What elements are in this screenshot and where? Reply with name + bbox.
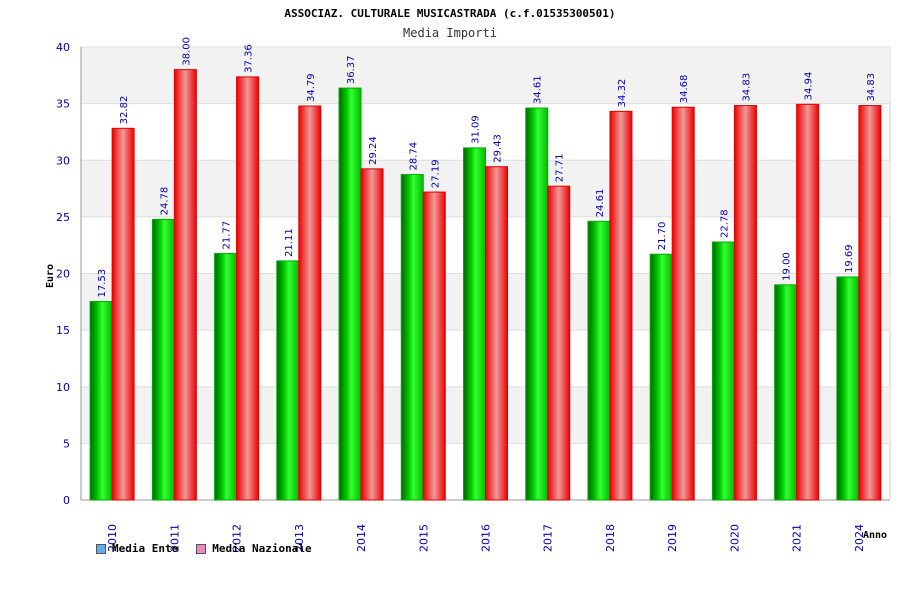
x-tick-label: 2024	[853, 524, 866, 552]
bar-nazionale-2012	[236, 76, 260, 501]
value-label: 32.82	[119, 96, 130, 125]
x-axis-label: Anno	[863, 530, 887, 541]
x-tick-label: 2011	[168, 524, 181, 552]
value-label: 27.71	[555, 154, 566, 183]
x-tick-label: 2020	[728, 524, 741, 552]
legend-swatch-nazionale	[196, 543, 207, 554]
x-tick-label: 2019	[666, 524, 679, 552]
bar-ente-2024	[836, 276, 860, 501]
value-label: 34.68	[679, 75, 690, 104]
bar-nazionale-2020	[733, 105, 757, 501]
x-tick-label: 2015	[417, 524, 430, 552]
y-tick-label: 20	[56, 268, 70, 281]
y-tick-label: 25	[56, 211, 70, 224]
value-label: 21.77	[222, 221, 233, 250]
bar-ente-2020	[711, 241, 735, 501]
value-label: 28.74	[408, 142, 419, 171]
bar-ente-2018	[587, 220, 611, 501]
chart-subtitle: Media Importi	[403, 26, 497, 40]
grid-band	[81, 47, 890, 104]
bar-nazionale-2024	[858, 105, 882, 501]
x-axis-ticks: 2010 2011 2012 2013 2014 2015 2016 2017 2018 2019…	[106, 524, 866, 552]
bar-ente-2019	[649, 253, 673, 501]
value-label: 34.83	[866, 73, 877, 102]
bar-nazionale-2019	[671, 106, 695, 501]
value-label: 34.83	[741, 73, 752, 102]
value-label: 19.00	[782, 252, 793, 281]
legend-label-nazionale: Media Nazionale	[212, 542, 312, 555]
bar-nazionale-2011	[173, 69, 197, 501]
y-tick-label: 30	[56, 154, 70, 167]
value-label: 24.61	[595, 189, 606, 218]
bar-ente-2012	[214, 252, 238, 501]
y-tick-label: 10	[56, 381, 70, 394]
value-label: 19.69	[844, 244, 855, 273]
y-tick-label: 35	[56, 98, 70, 111]
bar-nazionale-2015	[422, 191, 446, 501]
bar-ente-2011	[151, 218, 175, 501]
value-label: 34.94	[804, 72, 815, 101]
bar-ente-2021	[774, 284, 798, 501]
legend-swatch-ente	[96, 543, 106, 554]
x-tick-label: 2021	[791, 524, 804, 552]
bar-nazionale-2013	[298, 105, 322, 501]
bar-ente-2010	[89, 300, 113, 501]
value-label: 31.09	[471, 115, 482, 144]
y-axis-ticks: 0 5 10 15 20 25 30 35 40	[56, 41, 70, 507]
bar-ente-2015	[400, 174, 424, 501]
bar-nazionale-2017	[547, 185, 571, 501]
chart-title: ASSOCIAZ. CULTURALE MUSICASTRADA (c.f.01…	[284, 7, 615, 20]
bar-nazionale-2018	[609, 110, 633, 501]
x-tick-label: 2016	[480, 524, 493, 552]
value-label: 22.78	[719, 209, 730, 238]
bar-ente-2013	[276, 260, 300, 501]
y-tick-label: 0	[63, 494, 70, 507]
value-label: 34.79	[306, 73, 317, 102]
bar-ente-2014	[338, 87, 362, 501]
y-axis-label: Euro	[45, 264, 56, 288]
bar-ente-2016	[463, 147, 486, 501]
x-tick-label: 2012	[231, 524, 244, 552]
value-label: 34.32	[617, 79, 628, 108]
value-label: 29.43	[493, 134, 504, 163]
legend-item-nazionale: Media Nazionale	[196, 542, 312, 555]
value-label: 36.37	[346, 55, 357, 84]
bar-nazionale-2010	[111, 127, 135, 501]
legend-item-ente: Media Ente	[96, 542, 178, 555]
x-tick-label: 2014	[355, 524, 368, 552]
value-label: 27.19	[430, 159, 441, 188]
value-label: 29.24	[368, 136, 379, 165]
bar-nazionale-2016	[485, 166, 508, 501]
value-label: 38.00	[181, 37, 192, 66]
value-labels: 17.53 32.82 24.78 38.00 21.77 37.36 21.11 34.79…	[97, 37, 877, 297]
x-tick-label: 2017	[542, 524, 555, 552]
value-label: 21.70	[657, 222, 668, 251]
value-label: 24.78	[159, 187, 170, 216]
bars	[89, 69, 882, 501]
value-label: 17.53	[97, 269, 108, 298]
x-tick-label: 2018	[604, 524, 617, 552]
value-label: 37.36	[244, 44, 255, 73]
y-tick-label: 5	[63, 437, 70, 450]
value-label: 34.61	[533, 75, 544, 104]
bar-nazionale-2014	[360, 168, 384, 501]
x-tick-label: 2010	[106, 524, 119, 552]
bar-ente-2017	[525, 107, 549, 501]
y-tick-label: 15	[56, 324, 70, 337]
legend-label-ente: Media Ente	[112, 542, 179, 555]
x-tick-label: 2013	[293, 524, 306, 552]
legend: Media Ente Media Nazionale	[96, 542, 312, 555]
y-tick-label: 40	[56, 41, 70, 54]
bar-nazionale-2021	[796, 103, 820, 501]
value-label: 21.11	[284, 228, 295, 257]
